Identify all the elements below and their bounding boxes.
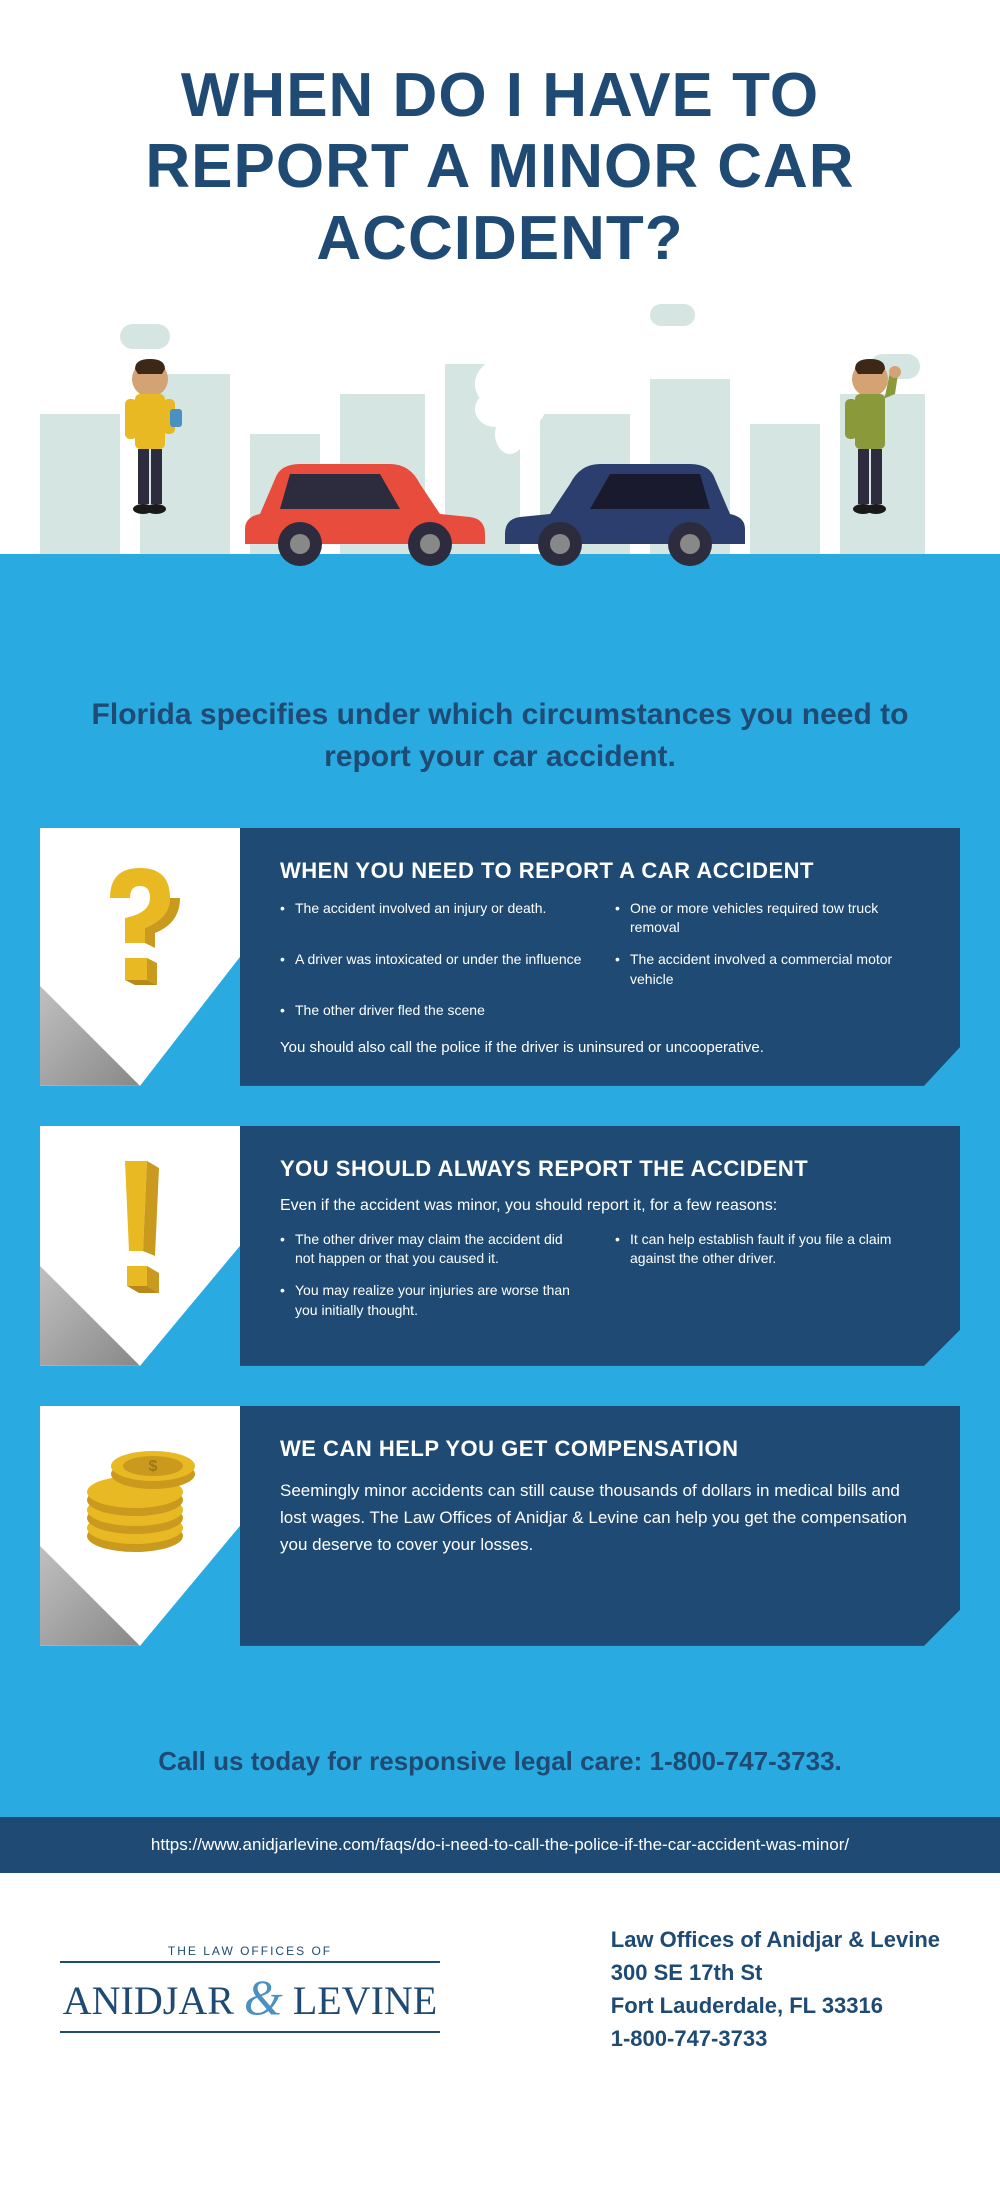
question-mark-icon bbox=[85, 858, 195, 1008]
card-icon-question bbox=[40, 828, 240, 1086]
card-icon-coins: $ bbox=[40, 1406, 240, 1646]
exclamation-icon bbox=[105, 1156, 175, 1316]
card-list: The other driver may claim the accident … bbox=[280, 1230, 920, 1320]
hero-illustration bbox=[0, 274, 1000, 654]
red-car-icon bbox=[230, 439, 490, 569]
company-logo: THE LAW OFFICES OF ANIDJAR & LEVINE bbox=[60, 1944, 611, 2033]
card-title: WHEN YOU NEED TO REPORT A CAR ACCIDENT bbox=[280, 858, 920, 884]
contact-phone: 1-800-747-3733 bbox=[611, 2022, 940, 2055]
card-compensation: $ WE CAN HELP YOU GET COMPENSATION Seemi… bbox=[40, 1406, 960, 1646]
card-always-report: YOU SHOULD ALWAYS REPORT THE ACCIDENT Ev… bbox=[40, 1126, 960, 1366]
card-list: The accident involved an injury or death… bbox=[280, 899, 920, 1021]
infographic-container: WHEN DO I HAVE TO REPORT A MINOR CAR ACC… bbox=[0, 0, 1000, 2105]
cta-text: Call us today for responsive legal care:… bbox=[40, 1746, 960, 1777]
card-text: Seemingly minor accidents can still caus… bbox=[280, 1477, 920, 1559]
logo-tagline: THE LAW OFFICES OF bbox=[60, 1944, 440, 1963]
contact-city: Fort Lauderdale, FL 33316 bbox=[611, 1989, 940, 2022]
logo-name: ANIDJAR & LEVINE bbox=[60, 1968, 440, 2033]
list-item: The other driver may claim the accident … bbox=[280, 1230, 585, 1269]
intro-text: Florida specifies under which circumstan… bbox=[60, 694, 940, 778]
header: WHEN DO I HAVE TO REPORT A MINOR CAR ACC… bbox=[0, 0, 1000, 274]
card-subtitle: Even if the accident was minor, you shou… bbox=[280, 1197, 920, 1215]
person-left-icon bbox=[100, 354, 200, 554]
card-when-report: WHEN YOU NEED TO REPORT A CAR ACCIDENT T… bbox=[40, 828, 960, 1086]
list-item: A driver was intoxicated or under the in… bbox=[280, 950, 585, 989]
main-title: WHEN DO I HAVE TO REPORT A MINOR CAR ACC… bbox=[40, 60, 960, 274]
list-item: The other driver fled the scene bbox=[280, 1001, 585, 1021]
url-text: https://www.anidjarlevine.com/faqs/do-i-… bbox=[151, 1835, 849, 1854]
svg-text:$: $ bbox=[149, 1458, 158, 1475]
blue-car-icon bbox=[500, 439, 760, 569]
ground bbox=[0, 554, 1000, 654]
list-item: The accident involved a commercial motor… bbox=[615, 950, 920, 989]
card-footer-text: You should also call the police if the d… bbox=[280, 1039, 920, 1056]
url-bar: https://www.anidjarlevine.com/faqs/do-i-… bbox=[0, 1817, 1000, 1873]
coins-icon: $ bbox=[75, 1436, 205, 1566]
cloud-icon bbox=[120, 324, 170, 349]
list-item: You may realize your injuries are worse … bbox=[280, 1281, 585, 1320]
contact-street: 300 SE 17th St bbox=[611, 1956, 940, 1989]
card-title: YOU SHOULD ALWAYS REPORT THE ACCIDENT bbox=[280, 1156, 920, 1182]
cloud-icon bbox=[650, 304, 695, 326]
list-item: One or more vehicles required tow truck … bbox=[615, 899, 920, 938]
intro-section: Florida specifies under which circumstan… bbox=[0, 654, 1000, 828]
list-item: The accident involved an injury or death… bbox=[280, 899, 585, 938]
card-title: WE CAN HELP YOU GET COMPENSATION bbox=[280, 1436, 920, 1462]
contact-name: Law Offices of Anidjar & Levine bbox=[611, 1923, 940, 1956]
person-right-icon bbox=[820, 354, 920, 554]
footer: THE LAW OFFICES OF ANIDJAR & LEVINE Law … bbox=[0, 1873, 1000, 2105]
contact-info: Law Offices of Anidjar & Levine 300 SE 1… bbox=[611, 1923, 940, 2055]
cards-section: WHEN YOU NEED TO REPORT A CAR ACCIDENT T… bbox=[0, 828, 1000, 1726]
list-item: It can help establish fault if you file … bbox=[615, 1230, 920, 1269]
card-icon-exclamation bbox=[40, 1126, 240, 1366]
cta-section: Call us today for responsive legal care:… bbox=[0, 1726, 1000, 1817]
